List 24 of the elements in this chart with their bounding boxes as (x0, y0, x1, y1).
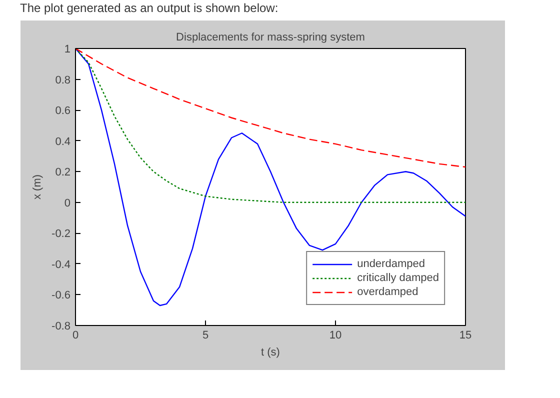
y-tick-label: -0.6 (52, 290, 71, 302)
x-tick-label: 10 (329, 330, 342, 342)
legend-label: critically damped (357, 271, 439, 285)
x-tick-label: 15 (459, 330, 472, 342)
line-series (76, 48, 466, 168)
y-tick-label: 0 (64, 197, 71, 210)
y-tick-label: -0.2 (52, 228, 71, 240)
y-tick-label: 0.4 (55, 136, 71, 148)
y-tick-label: 0.6 (55, 105, 71, 118)
line-series (76, 48, 466, 203)
y-tick-label: 0.8 (55, 74, 71, 86)
x-axis-title: t (s) (261, 346, 280, 358)
text: The plot generated as an output is shown below: (20, 0, 278, 17)
x-tick-label: 0 (72, 330, 79, 342)
legend-label: overdamped (357, 285, 418, 299)
chart-title: Displacements for mass-spring system (176, 32, 365, 44)
y-tick-label: -0.8 (52, 320, 71, 332)
y-axis-title: x (m) (32, 174, 44, 200)
legend-label: underdamped (357, 257, 425, 271)
x-tick-label: 5 (202, 330, 209, 342)
y-tick-label: -0.4 (52, 258, 71, 271)
line-series (76, 48, 466, 306)
y-tick-label: 1 (64, 44, 71, 56)
y-tick-label: 0.2 (55, 166, 71, 179)
